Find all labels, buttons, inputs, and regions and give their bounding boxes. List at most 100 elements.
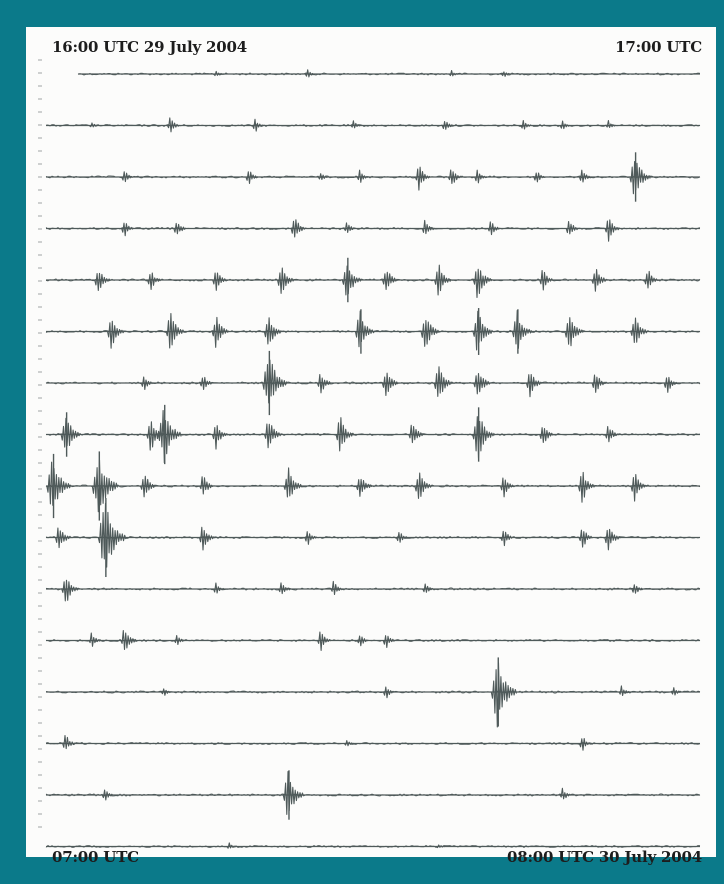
- first-row-end-label: 17:00 UTC: [615, 38, 702, 56]
- trace-noise: [45, 690, 701, 694]
- seismic-event: [211, 316, 230, 348]
- trace-row: [45, 350, 701, 416]
- seismic-event: [472, 268, 492, 299]
- trace-noise: [45, 226, 701, 231]
- trace-noise: [45, 638, 701, 643]
- seismic-event: [565, 220, 579, 235]
- seismic-event: [213, 70, 224, 77]
- trace-noise: [45, 123, 701, 128]
- start-time-label: 16:00 UTC 29 July 2004: [52, 38, 247, 56]
- seismic-event: [533, 172, 545, 183]
- seismic-event: [356, 635, 369, 647]
- seismic-event: [382, 635, 396, 649]
- seismic-event: [282, 771, 305, 815]
- seismic-event: [414, 166, 431, 191]
- trace-noise: [45, 844, 701, 849]
- seismic-event: [435, 844, 445, 849]
- seismic-event: [166, 117, 180, 133]
- seismic-event: [226, 842, 237, 849]
- outer-frame: [12, 14, 716, 872]
- seismic-event: [420, 320, 440, 347]
- seismic-event: [643, 270, 659, 289]
- trace-row: [45, 770, 701, 820]
- seismic-event: [433, 264, 452, 296]
- seismic-event: [630, 473, 648, 502]
- trace-row: [45, 734, 701, 751]
- seismic-event: [146, 421, 164, 451]
- trace-noise: [45, 741, 701, 746]
- seismic-event: [343, 222, 356, 233]
- seismic-event: [121, 171, 133, 183]
- seismic-event: [487, 221, 501, 236]
- seismic-event: [414, 472, 433, 499]
- seismic-event: [559, 120, 571, 130]
- seismic-event: [173, 635, 186, 646]
- seismic-event: [120, 630, 137, 651]
- seismic-event: [343, 740, 355, 747]
- seismic-event: [604, 426, 619, 443]
- seismic-event: [577, 471, 596, 503]
- seismic-event: [245, 171, 259, 184]
- trace-row: [45, 579, 701, 602]
- seismic-event: [604, 219, 620, 242]
- trace-row: [45, 404, 701, 465]
- seismic-event: [263, 317, 282, 345]
- seismic-event: [539, 270, 554, 291]
- seismic-event: [447, 169, 462, 184]
- seismic-event: [395, 532, 408, 543]
- seismic-event: [101, 789, 114, 801]
- last-row-start-label: 07:00 UTC: [52, 848, 139, 866]
- seismic-event: [629, 160, 651, 195]
- seismic-event: [316, 374, 332, 394]
- seismic-event: [471, 416, 495, 459]
- seismic-event: [472, 310, 493, 351]
- seismic-event: [670, 687, 682, 696]
- seismic-event: [276, 267, 295, 294]
- trace-row: [45, 497, 701, 578]
- seismic-event: [121, 222, 134, 237]
- seismic-event: [578, 169, 592, 183]
- seismic-event: [91, 459, 119, 513]
- seismic-event: [211, 425, 229, 450]
- left-tick-ruler: [38, 59, 42, 828]
- seismic-event: [354, 310, 376, 348]
- seismic-event: [304, 531, 318, 545]
- seismic-event: [591, 269, 608, 292]
- trace-row: [45, 117, 701, 133]
- seismic-event: [330, 580, 344, 596]
- trace-noise: [77, 72, 701, 76]
- seismic-event: [564, 317, 584, 347]
- trace-row: [45, 257, 701, 303]
- seismic-event: [317, 173, 329, 181]
- seismic-event: [199, 476, 214, 495]
- seismic-event: [663, 376, 678, 393]
- seismic-event: [382, 686, 395, 699]
- seismic-event: [263, 423, 282, 449]
- seismic-event: [501, 71, 512, 77]
- seismic-event: [525, 373, 543, 398]
- trace-row: [45, 308, 701, 355]
- seismic-event: [422, 583, 434, 593]
- seismic-event: [88, 632, 102, 647]
- trace-row: [77, 69, 701, 78]
- seismic-event: [278, 582, 291, 595]
- seismic-event: [54, 527, 72, 549]
- seismic-event: [252, 118, 264, 132]
- seismic-event: [511, 309, 533, 349]
- trace-row: [45, 219, 701, 242]
- seismic-event: [520, 119, 533, 130]
- seismic-event: [350, 120, 361, 129]
- seismic-event: [199, 376, 213, 390]
- seismic-event: [618, 685, 631, 697]
- trace-row: [45, 630, 701, 651]
- trace-row: [45, 657, 701, 728]
- trace-noise: [45, 587, 701, 591]
- seismic-event: [146, 272, 162, 290]
- seismic-event: [559, 787, 572, 800]
- seismic-event: [165, 312, 185, 349]
- seismic-event: [283, 467, 303, 498]
- seismic-event: [500, 530, 514, 547]
- seismic-event: [490, 662, 518, 728]
- seismic-event: [604, 528, 621, 551]
